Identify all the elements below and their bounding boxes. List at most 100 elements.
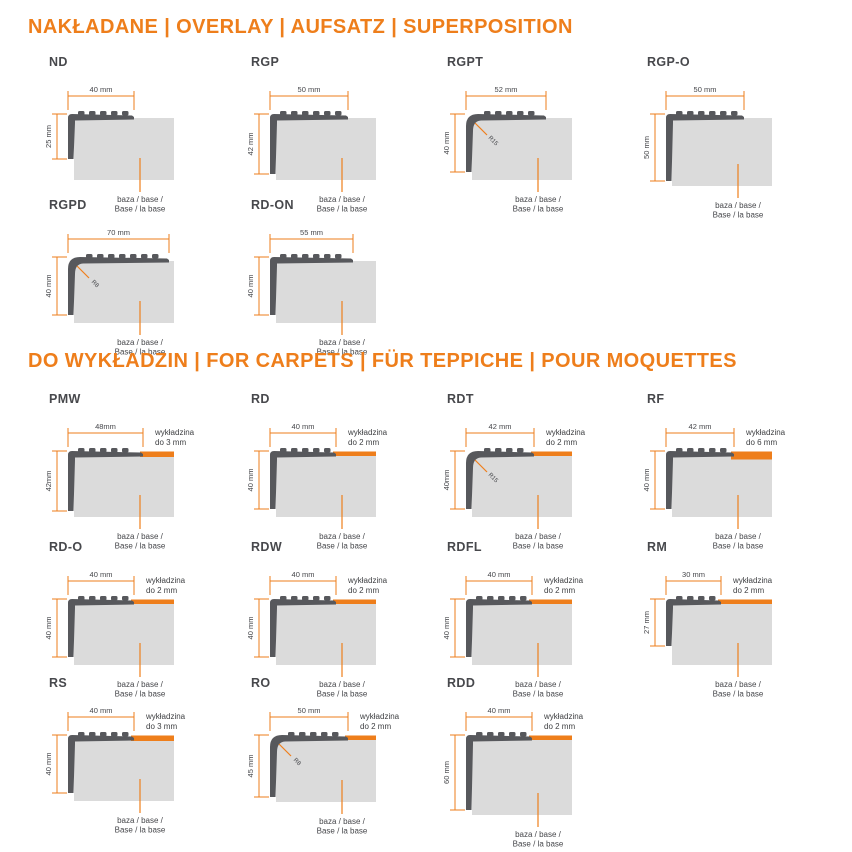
profile-name-label: RO — [251, 676, 271, 690]
base-block — [74, 739, 174, 801]
width-dimension-label: 40 mm — [90, 85, 113, 94]
profile-name-label: PMW — [49, 392, 81, 406]
base-block — [74, 118, 174, 180]
carpet-caption-word: wykładzina — [745, 428, 786, 437]
profile-diagram-RDT: RDT 42 mm 40mm R15 baza / base / Base / la ba… — [442, 392, 647, 572]
height-dimension-label: 40 mm — [246, 275, 255, 298]
section-title-carpets: DO WYKŁADZIN | FOR CARPETS | FÜR TEPPICH… — [28, 350, 737, 372]
profile-name-label: RDT — [447, 392, 474, 406]
carpet-caption-word: wykładzina — [347, 428, 388, 437]
base-caption-line1: baza / base / — [515, 680, 562, 689]
height-dimension-label: 40 mm — [246, 469, 255, 492]
base-caption-line2: Base / la base — [115, 826, 166, 835]
section-title-overlay: NAKŁADANE | OVERLAY | AUFSATZ | SUPERPOS… — [28, 16, 573, 38]
profile-drawing: 40 mm 40 mm baza / base /Base / la base wyk… — [246, 570, 388, 699]
carpet-caption-thickness: do 2 mm — [733, 586, 764, 595]
profile-diagram-RD-O: RD-O 40 mm 40 mm baza / base / Base / la bas… — [44, 540, 249, 720]
profile-shape — [270, 257, 353, 315]
carpet-caption-thickness: do 2 mm — [348, 438, 379, 447]
base-caption-line2: Base / la base — [317, 690, 368, 699]
carpet-caption-word: wykładzina — [732, 576, 773, 585]
base-caption-line2: Base / la base — [317, 348, 368, 357]
base-caption-line1: baza / base / — [117, 532, 164, 541]
profile-drawing: 50 mm 45 mm R8 baza / base /Base / la base w… — [246, 706, 400, 836]
base-caption-line2: Base / la base — [513, 840, 564, 849]
profile-name-label: ND — [49, 55, 68, 69]
carpet-strip — [731, 451, 772, 460]
base-caption-line1: baza / base / — [117, 195, 164, 204]
height-dimension-label: 27 mm — [642, 611, 651, 634]
base-caption-line1: baza / base / — [319, 817, 366, 826]
carpet-caption-word: wykładzina — [145, 576, 186, 585]
carpet-strip — [531, 451, 572, 456]
width-dimension-label: 50 mm — [298, 706, 321, 715]
profile-diagram-ND: ND 40 mm 25 mm baza / base / Base / la base — [44, 55, 249, 235]
base-block — [276, 261, 376, 323]
base-caption-line1: baza / base / — [715, 532, 762, 541]
height-dimension-label: 25 mm — [44, 125, 53, 148]
profile-drawing: 40 mm 60 mm baza / base /Base / la base wyk… — [442, 706, 584, 849]
radius-label: R8 — [292, 757, 302, 767]
profile-shape — [466, 599, 532, 657]
carpet-caption-thickness: do 2 mm — [360, 722, 391, 731]
profile-shape — [466, 735, 532, 810]
carpet-strip — [529, 735, 572, 740]
height-dimension-label: 40 mm — [44, 617, 53, 640]
base-caption-line2: Base / la base — [713, 690, 764, 699]
profile-diagram-RGP: RGP 50 mm 42 mm baza / base / Base / la base — [246, 55, 451, 235]
carpet-caption-thickness: do 2 mm — [544, 722, 575, 731]
profile-drawing: 40 mm 25 mm baza / base /Base / la base — [44, 85, 174, 214]
width-dimension-label: 40 mm — [488, 570, 511, 579]
carpet-caption-thickness: do 3 mm — [146, 722, 177, 731]
width-dimension-label: 40 mm — [90, 570, 113, 579]
base-caption-line1: baza / base / — [117, 816, 164, 825]
profile-shape — [68, 451, 143, 511]
base-caption-line1: baza / base / — [319, 195, 366, 204]
width-dimension-label: 40 mm — [488, 706, 511, 715]
base-caption-line2: Base / la base — [115, 690, 166, 699]
profile-shape — [666, 451, 734, 509]
profile-name-label: RD-O — [49, 540, 83, 554]
base-caption-line1: baza / base / — [515, 195, 562, 204]
carpet-caption-word: wykładzina — [145, 712, 186, 721]
profile-name-label: RM — [647, 540, 668, 554]
base-caption-line2: Base / la base — [115, 542, 166, 551]
profile-name-label: RGPT — [447, 55, 484, 69]
base-caption-line1: baza / base / — [715, 680, 762, 689]
profile-shape — [68, 599, 134, 657]
base-caption-line2: Base / la base — [317, 542, 368, 551]
profile-diagram-RGPD: RGPD 70 mm 40 mm R8 baza / base / Base / la b… — [44, 198, 249, 378]
profile-shape — [68, 735, 134, 793]
base-caption-line2: Base / la base — [513, 542, 564, 551]
profile-name-label: RDFL — [447, 540, 482, 554]
profile-drawing: 40 mm 40 mm baza / base /Base / la base wyk… — [44, 706, 186, 835]
carpet-caption-thickness: do 2 mm — [348, 586, 379, 595]
height-dimension-label: 60 mm — [442, 761, 451, 784]
width-dimension-label: 70 mm — [107, 228, 130, 237]
profile-drawing: 48mm 42mm baza / base /Base / la base wykła… — [44, 422, 195, 551]
height-dimension-label: 45 mm — [246, 755, 255, 778]
base-caption-line2: Base / la base — [713, 211, 764, 220]
profile-name-label: RGP — [251, 55, 280, 69]
carpet-caption-word: wykładzina — [545, 428, 586, 437]
profile-drawing: 40 mm 40 mm baza / base /Base / la base wyk… — [246, 422, 388, 551]
carpet-caption-word: wykładzina — [154, 428, 195, 437]
carpet-caption-thickness: do 6 mm — [746, 438, 777, 447]
carpet-caption-thickness: do 2 mm — [146, 586, 177, 595]
width-dimension-label: 50 mm — [298, 85, 321, 94]
width-dimension-label: 55 mm — [300, 228, 323, 237]
profile-diagram-RDD: RDD 40 mm 60 mm baza / base / Base / la base… — [442, 676, 647, 852]
carpet-caption-word: wykładzina — [543, 576, 584, 585]
base-caption-line2: Base / la base — [317, 205, 368, 214]
width-dimension-label: 52 mm — [495, 85, 518, 94]
profile-diagram-RS: RS 40 mm 40 mm baza / base / Base / la base w… — [44, 676, 249, 852]
height-dimension-label: 42 mm — [246, 133, 255, 156]
base-block — [74, 261, 174, 323]
base-block — [276, 739, 376, 802]
carpet-caption-thickness: do 3 mm — [155, 438, 186, 447]
carpet-caption-word: wykładzina — [347, 576, 388, 585]
base-caption-line1: baza / base / — [515, 830, 562, 839]
